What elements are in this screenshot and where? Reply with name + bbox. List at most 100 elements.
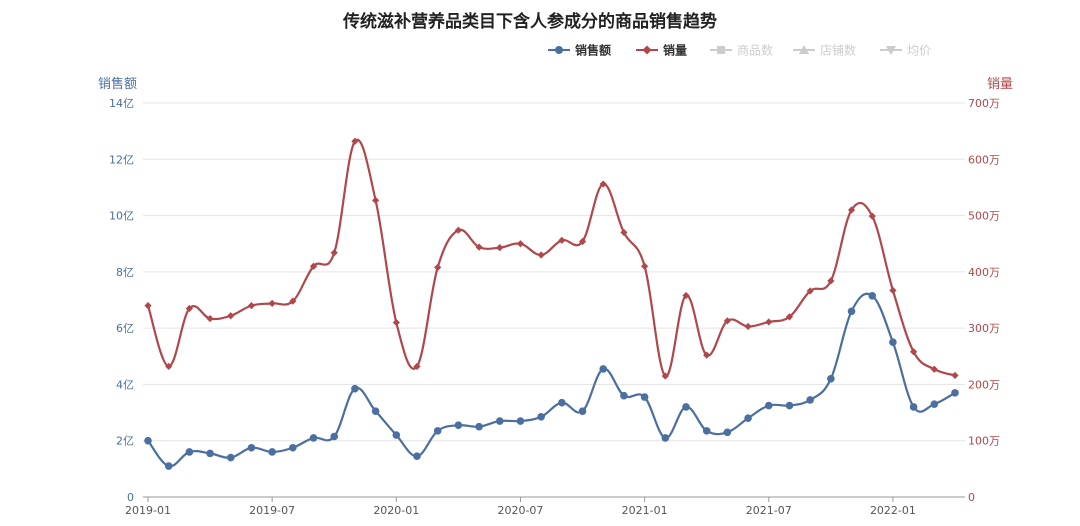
- legend-item[interactable]: 商品数: [710, 43, 773, 58]
- legend-label: 店铺数: [820, 43, 856, 58]
- data-point: [889, 286, 897, 295]
- x-tick-label: 2021-01: [622, 504, 668, 517]
- legend-marker: [642, 45, 652, 55]
- series-layer: [144, 137, 959, 470]
- y-left-tick-label: 4亿: [116, 378, 134, 391]
- data-point: [413, 362, 421, 371]
- data-point: [785, 401, 794, 410]
- data-point: [578, 237, 587, 246]
- data-point: [806, 287, 814, 295]
- legend-label: 商品数: [737, 43, 773, 58]
- legend-item[interactable]: 销售额: [548, 43, 611, 58]
- data-point: [454, 226, 462, 234]
- data-point: [764, 401, 773, 410]
- y-left-tick-label: 2亿: [116, 435, 134, 448]
- data-point: [247, 302, 256, 310]
- y-right-axis-title: 销量: [987, 77, 1013, 92]
- data-point: [723, 428, 732, 437]
- data-point: [206, 449, 214, 458]
- y-right-tick-label: 0: [968, 491, 975, 504]
- y-right-tick-label: 700万: [968, 97, 1000, 110]
- x-tick-label: 2021-07: [746, 504, 792, 517]
- y-right-tick-label: 500万: [968, 210, 1000, 223]
- x-tick-label: 2019-01: [125, 504, 171, 517]
- legend-label: 均价: [907, 44, 931, 58]
- data-point: [682, 291, 690, 300]
- data-point: [640, 393, 649, 401]
- data-point: [785, 313, 794, 321]
- data-point: [227, 312, 235, 320]
- data-point: [951, 389, 959, 397]
- y-right-tick-label: 300万: [968, 322, 1000, 335]
- data-point: [226, 453, 235, 462]
- x-tick-label: 2019-07: [249, 504, 295, 517]
- data-point: [371, 407, 380, 415]
- data-point: [537, 251, 545, 259]
- grid-lines: [143, 102, 965, 498]
- data-point: [289, 297, 297, 305]
- data-point: [827, 277, 835, 285]
- y-right-tick-label: 100万: [968, 435, 1000, 448]
- data-point: [516, 417, 525, 425]
- data-point: [309, 434, 318, 442]
- data-point: [495, 417, 504, 425]
- legend-marker: [799, 45, 809, 54]
- data-point: [930, 400, 939, 408]
- data-point: [558, 236, 566, 244]
- data-point: [289, 443, 297, 452]
- data-point: [413, 452, 421, 460]
- legend-item[interactable]: 销量: [636, 43, 687, 58]
- data-point: [868, 291, 877, 300]
- data-point: [889, 338, 897, 347]
- chart-title: 传统滋补营养品类目下含人参成分的商品销售趋势: [342, 11, 717, 32]
- data-point: [165, 362, 173, 371]
- y-left-tick-label: 8亿: [116, 266, 134, 279]
- data-point: [351, 384, 359, 393]
- series-line: [146, 138, 956, 378]
- data-point: [247, 443, 256, 452]
- data-point: [620, 228, 628, 237]
- legend-item[interactable]: 店铺数: [793, 43, 856, 58]
- legend-label: 销量: [663, 43, 687, 58]
- x-axis: 2019-01 2019-07 2020-01 2020-07 2021-01 2021-…: [125, 497, 916, 517]
- y-left-tick-label: 14亿: [109, 97, 134, 110]
- data-point: [392, 431, 401, 439]
- data-point: [185, 304, 193, 313]
- data-point: [434, 263, 442, 271]
- y-left-tick-label: 10亿: [109, 210, 134, 223]
- data-point: [909, 403, 918, 411]
- data-point: [330, 249, 338, 257]
- data-point: [599, 365, 608, 373]
- data-point: [537, 412, 545, 421]
- y-right-tick-label: 400万: [968, 266, 1000, 279]
- data-point: [268, 299, 276, 307]
- y-right-tick-label: 200万: [968, 378, 1000, 391]
- data-point: [868, 212, 876, 220]
- data-point: [661, 372, 669, 380]
- data-point: [558, 398, 566, 407]
- data-point: [723, 317, 731, 325]
- legend-marker: [886, 46, 896, 55]
- data-point: [847, 206, 856, 214]
- y-right-axis: 0 100万 200万 300万 400万 500万 600万 700万: [968, 97, 1000, 504]
- data-point: [599, 180, 607, 188]
- series-销量: [144, 137, 959, 380]
- legend-marker: [555, 46, 563, 54]
- y-left-axis-title: 销售额: [98, 76, 137, 92]
- data-point: [268, 448, 276, 456]
- data-point: [475, 422, 483, 431]
- x-tick-label: 2020-07: [497, 504, 543, 517]
- x-tick-label: 2020-01: [373, 504, 419, 517]
- data-point: [433, 427, 442, 435]
- legend-marker: [717, 46, 725, 54]
- data-point: [578, 407, 587, 415]
- y-left-tick-label: 12亿: [109, 153, 134, 166]
- data-point: [682, 403, 690, 411]
- data-point: [164, 462, 173, 470]
- data-point: [330, 432, 339, 441]
- data-point: [703, 351, 711, 359]
- legend-item[interactable]: 均价: [880, 44, 931, 58]
- y-right-tick-label: 600万: [968, 153, 1000, 166]
- y-left-tick-label: 0: [127, 491, 134, 504]
